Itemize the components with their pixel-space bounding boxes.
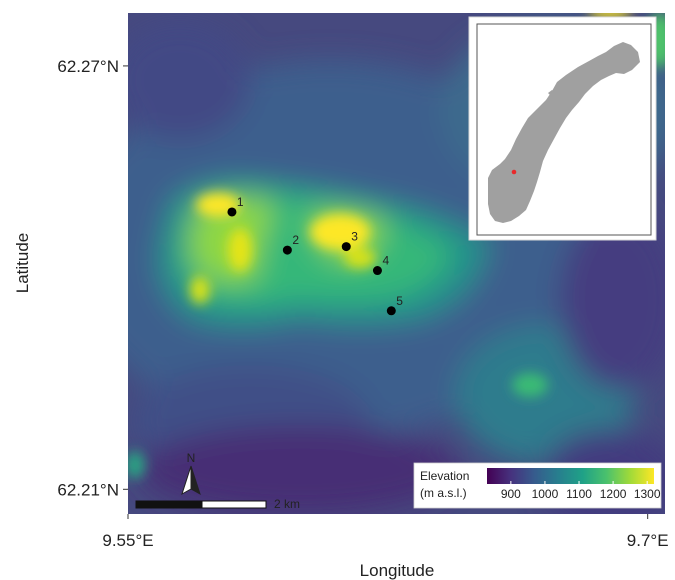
y-axis-title: Latitude: [13, 233, 32, 294]
site-label: 5: [396, 294, 403, 308]
inset-frame: [476, 23, 652, 236]
axes: 9.55°E 9.7°E 62.27°N 62.21°N: [57, 57, 668, 550]
y-tick-label: 62.27°N: [57, 57, 119, 76]
legend-tick-label: 1300: [634, 487, 661, 501]
site-label: 1: [237, 195, 244, 209]
study-area-marker: [511, 169, 517, 175]
legend-title-line1: Elevation: [420, 469, 469, 483]
norway-outline: [488, 42, 640, 223]
x-tick-label: 9.55°E: [102, 531, 153, 550]
site-label: 4: [382, 254, 389, 268]
legend-tick-label: 1100: [566, 487, 592, 501]
north-arrow: N: [181, 451, 201, 496]
site-point: [282, 245, 292, 255]
site-point: [227, 207, 237, 217]
site-label: 2: [292, 233, 299, 247]
legend-title-line2: (m a.s.l.): [420, 486, 467, 500]
legend-tick-label: 900: [501, 487, 521, 501]
legend-colorbar: [487, 468, 654, 484]
scale-bar-label: 2 km: [274, 497, 300, 511]
site-point: [386, 306, 396, 316]
y-tick-label: 62.21°N: [57, 480, 119, 499]
map-panel: 1 2 3 4 5 Elevation (m a.s.l.) 900 1000 1100 12…: [128, 13, 665, 514]
norway-islands: [548, 70, 585, 96]
elevation-legend: Elevation (m a.s.l.) 900 1000 1100 1200 1300: [413, 462, 662, 509]
legend-tick-label: 1200: [600, 487, 627, 501]
site-point: [372, 266, 382, 276]
study-sites: 1 2 3 4 5: [227, 195, 403, 316]
x-tick-label: 9.7°E: [627, 531, 669, 550]
legend-tick-label: 1000: [532, 487, 559, 501]
site-label: 3: [351, 230, 358, 244]
site-point: [341, 242, 351, 252]
x-axis-title: Longitude: [360, 561, 435, 580]
inset-map: [468, 16, 657, 241]
north-arrow-label: N: [187, 451, 196, 465]
scale-bar: 2 km: [135, 497, 300, 511]
